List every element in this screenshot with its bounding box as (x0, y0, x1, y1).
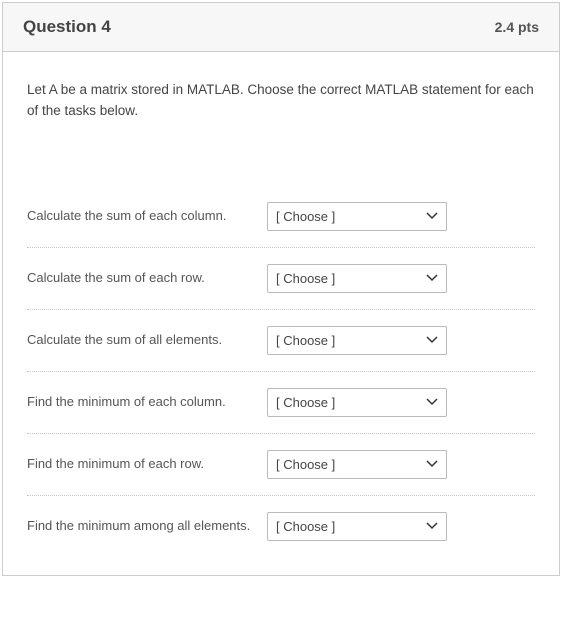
match-label: Find the minimum among all elements. (27, 516, 257, 536)
question-points: 2.4 pts (495, 19, 539, 35)
match-select-4[interactable]: [ Choose ] (267, 450, 447, 479)
match-row: Find the minimum among all elements. [ C… (27, 496, 535, 557)
match-label: Calculate the sum of each column. (27, 206, 257, 226)
question-header: Question 4 2.4 pts (3, 3, 559, 52)
question-body: Let A be a matrix stored in MATLAB. Choo… (3, 52, 559, 575)
match-select-3[interactable]: [ Choose ] (267, 388, 447, 417)
match-row: Calculate the sum of all elements. [ Cho… (27, 310, 535, 372)
match-select-1[interactable]: [ Choose ] (267, 264, 447, 293)
match-row: Calculate the sum of each column. [ Choo… (27, 186, 535, 248)
match-select-5[interactable]: [ Choose ] (267, 512, 447, 541)
question-card: Question 4 2.4 pts Let A be a matrix sto… (2, 2, 560, 576)
match-label: Calculate the sum of each row. (27, 268, 257, 288)
match-label: Calculate the sum of all elements. (27, 330, 257, 350)
match-label: Find the minimum of each row. (27, 454, 257, 474)
match-label: Find the minimum of each column. (27, 392, 257, 412)
match-row: Calculate the sum of each row. [ Choose … (27, 248, 535, 310)
match-select-0[interactable]: [ Choose ] (267, 202, 447, 231)
question-title: Question 4 (23, 17, 111, 37)
match-row: Find the minimum of each column. [ Choos… (27, 372, 535, 434)
match-row: Find the minimum of each row. [ Choose ] (27, 434, 535, 496)
question-prompt: Let A be a matrix stored in MATLAB. Choo… (27, 80, 535, 122)
match-select-2[interactable]: [ Choose ] (267, 326, 447, 355)
